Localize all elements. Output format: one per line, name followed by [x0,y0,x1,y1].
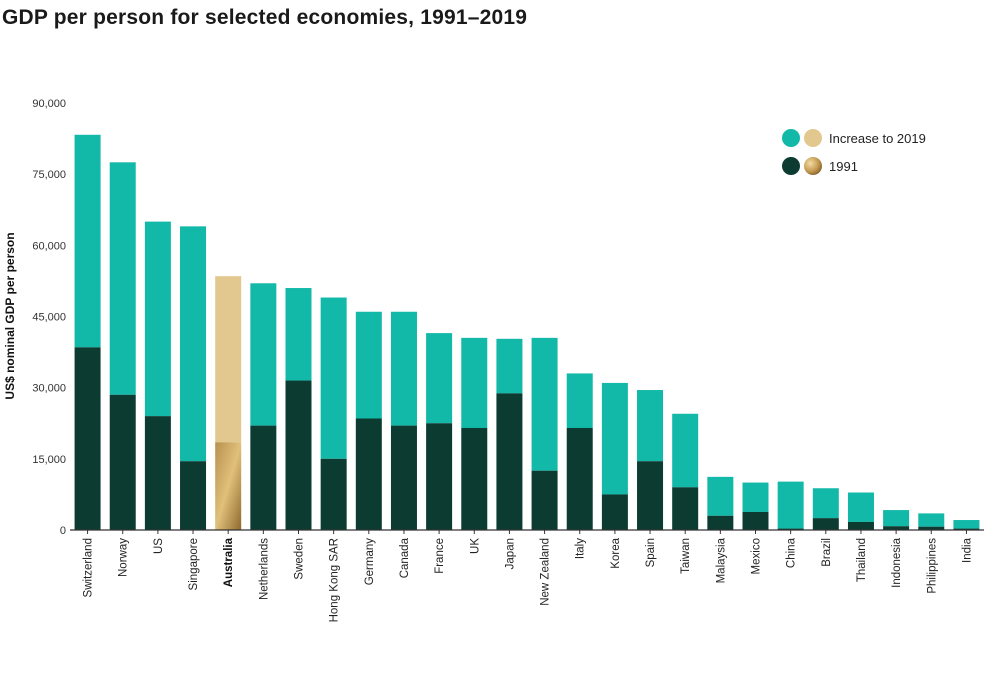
x-tick-label: France [434,538,446,574]
bar-increase-philippines [918,513,945,527]
legend-increase-gold-swatch [804,129,822,147]
x-tick-label: New Zealand [540,538,552,606]
bar-increase-spain [637,390,664,462]
bar-increase-france [426,333,453,424]
y-tick-label: 90,000 [32,98,66,110]
bar-1991-indonesia [883,526,910,530]
legend-increase-label: Increase to 2019 [829,131,926,146]
bar-increase-new-zealand [531,337,558,471]
x-tick-label: UK [469,538,481,554]
bar-increase-uk [461,337,488,428]
x-tick-label: Japan [504,538,516,569]
x-tick-label: Indonesia [891,537,903,587]
bar-1991-spain [637,461,664,530]
bar-1991-taiwan [672,487,699,530]
bar-increase-brazil [812,488,839,519]
bar-increase-singapore [180,226,207,462]
x-tick-label: Australia [223,537,235,587]
bar-1991-thailand [847,521,874,530]
x-tick-label: Taiwan [680,538,692,574]
legend-base-gold-swatch [804,157,822,175]
bar-1991-sweden [285,380,312,530]
x-tick-label: Italy [575,538,587,559]
x-tick-label: Netherlands [258,538,270,600]
x-tick-label: Norway [118,538,130,577]
bar-1991-germany [355,418,382,530]
x-tick-label: Thailand [856,538,868,582]
x-tick-label: Brazil [821,538,833,567]
x-tick-label: Mexico [751,538,763,574]
x-tick-label: Philippines [926,538,938,594]
y-tick-label: 15,000 [32,454,66,466]
bar-increase-malaysia [707,476,734,516]
bar-1991-india [953,528,980,530]
y-tick-label: 75,000 [32,169,66,181]
y-axis-label: US$ nominal GDP per person [3,232,17,399]
bar-1991-japan [496,393,523,530]
bar-1991-us [144,416,171,530]
bar-1991-hong-kong-sar [320,458,347,530]
x-tick-label: Singapore [188,538,200,590]
bar-1991-china [777,528,804,530]
page-title: GDP per person for selected economies, 1… [2,6,528,29]
y-axis: 0 15,000 30,000 45,000 60,000 75,000 90,000 [32,98,66,537]
bar-1991-korea [601,494,628,530]
bar-1991-netherlands [250,425,277,530]
bar-increase-sweden [285,288,312,381]
bar-increase-us [144,221,171,417]
bar-increase-korea [601,382,628,495]
y-tick-label: 60,000 [32,240,66,252]
bar-1991-australia [215,442,242,530]
x-tick-label: Canada [399,537,411,578]
bar-increase-indonesia [883,510,910,527]
bar-increase-hong-kong-sar [320,297,347,459]
x-tick-label: Switzerland [83,538,95,597]
bar-1991-new-zealand [531,470,558,530]
y-tick-label: 45,000 [32,312,66,324]
bar-increase-india [953,520,980,529]
bar-1991-switzerland [74,347,101,530]
x-tick-label: US [153,538,165,554]
bar-1991-malaysia [707,515,734,530]
y-tick-label: 30,000 [32,383,66,395]
legend: Increase to 2019 1991 [782,129,926,175]
legend-increase-teal-swatch [782,129,800,147]
bar-increase-canada [390,311,417,426]
bar-increase-norway [109,162,136,395]
bar-1991-norway [109,394,136,530]
x-tick-label: Korea [610,537,622,568]
bar-1991-uk [461,427,488,530]
x-tick-label: Sweden [294,538,306,580]
bar-1991-philippines [918,526,945,530]
x-tick-label: China [786,537,798,568]
bar-1991-france [426,423,453,530]
bar-increase-australia [215,276,242,443]
bar-increase-italy [566,373,593,428]
bar-increase-thailand [847,492,874,522]
bar-1991-canada [390,425,417,530]
x-tick-label: India [961,537,973,563]
x-tick-label: Spain [645,538,657,567]
bar-increase-japan [496,338,523,394]
bar-increase-germany [355,311,382,419]
bar-1991-singapore [180,461,207,530]
bar-1991-mexico [742,511,769,530]
bar-increase-taiwan [672,413,699,488]
bar-increase-china [777,481,804,529]
y-tick-label: 0 [60,525,66,537]
legend-base-label: 1991 [829,159,858,174]
bar-increase-mexico [742,482,769,512]
x-tick-label: Germany [364,538,376,586]
x-tick-label: Hong Kong SAR [329,538,341,622]
x-axis: Switzerland Norway US Singapore Australia Net… [70,529,984,622]
x-tick-label: Malaysia [715,537,727,583]
bar-1991-italy [566,427,593,530]
bar-1991-brazil [812,518,839,530]
bar-increase-netherlands [250,283,277,426]
bars [74,134,980,530]
legend-base-dark-swatch [782,157,800,175]
bar-increase-switzerland [74,134,101,348]
